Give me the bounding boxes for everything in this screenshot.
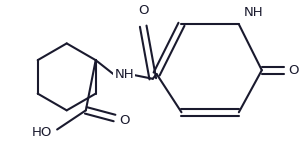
Text: HO: HO bbox=[32, 126, 52, 139]
Text: O: O bbox=[138, 4, 148, 17]
Text: O: O bbox=[289, 64, 299, 77]
Text: NH: NH bbox=[244, 6, 263, 20]
Text: NH: NH bbox=[114, 68, 134, 81]
Text: O: O bbox=[119, 114, 130, 127]
